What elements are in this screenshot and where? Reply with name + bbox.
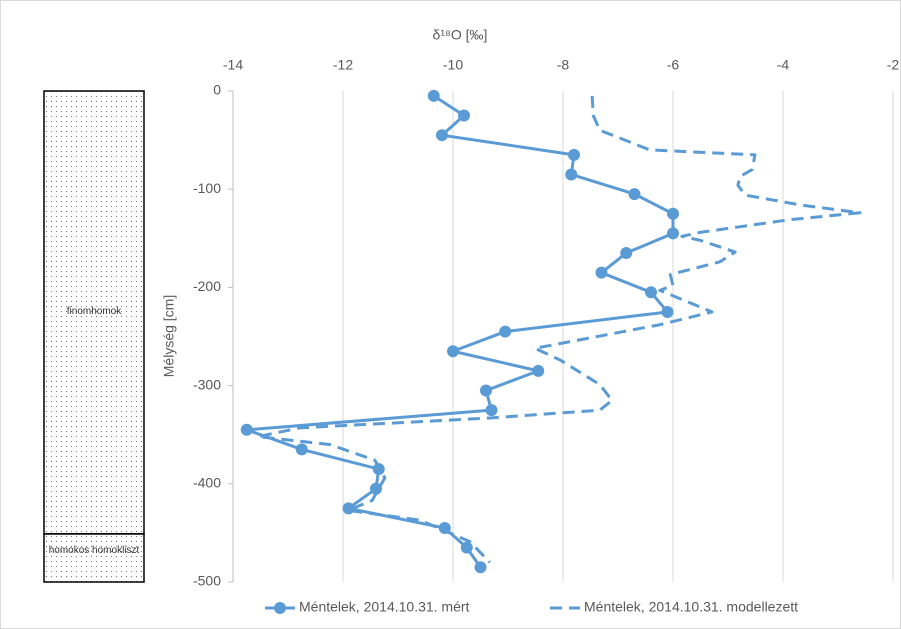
x-tick-label: -8 [557,57,570,73]
data-point [447,345,459,357]
data-point [662,306,674,318]
lithology-label: homokos homokliszt [44,545,144,556]
x-tick-label: -14 [223,57,243,73]
y-tick-label: -200 [193,278,221,294]
data-point [480,385,492,397]
data-point [458,110,470,122]
page: δ¹⁸O [‰] Mélység [cm] -14-12-10-8-6-4-20… [0,0,901,629]
data-point [532,365,544,377]
y-tick-label: -400 [193,475,221,491]
legend-label: Méntelek, 2014.10.31. modellezett [584,599,798,615]
series-line [247,96,673,567]
x-tick-label: -6 [667,57,680,73]
x-tick-label: -4 [777,57,790,73]
data-point [428,90,440,102]
lithology-layer [44,534,144,582]
legend-marker [274,602,286,614]
data-point [296,443,308,455]
x-tick-label: -2 [887,57,900,73]
data-point [667,208,679,220]
data-point [568,149,580,161]
data-point [499,326,511,338]
y-tick-label: -300 [193,376,221,392]
lithology-label: finomhomok [44,306,144,317]
x-tick-label: -10 [443,57,463,73]
y-tick-label: -100 [193,180,221,196]
y-tick-label: -500 [193,573,221,589]
data-point [475,561,487,573]
data-point [667,227,679,239]
x-tick-label: -12 [333,57,353,73]
data-point [645,286,657,298]
data-point [629,188,641,200]
data-point [241,424,253,436]
series-line [258,96,860,562]
y-tick-label: 0 [213,82,221,98]
y-axis-label: Mélység [cm] [161,295,177,377]
data-point [436,129,448,141]
data-point [486,404,498,416]
chart-title: δ¹⁸O [‰] [433,27,488,43]
data-point [620,247,632,259]
data-point [596,267,608,279]
data-point [565,168,577,180]
data-point [461,542,473,554]
legend-label: Méntelek, 2014.10.31. mért [299,599,470,615]
